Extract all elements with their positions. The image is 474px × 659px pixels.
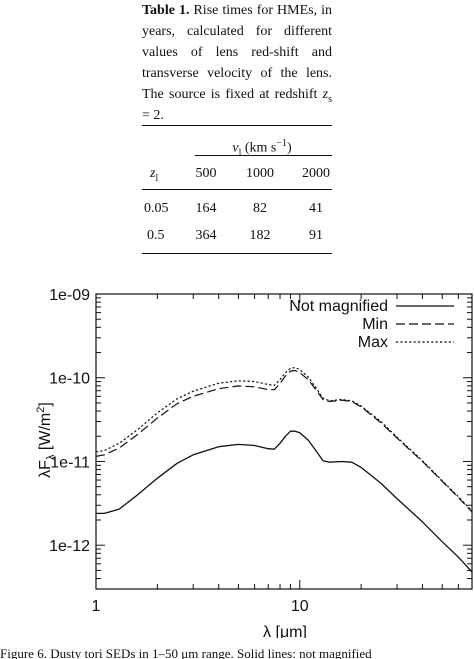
column-header-1000: 1000	[246, 166, 274, 181]
table-caption-text-end: = 2.	[142, 108, 164, 123]
velocity-symbol: v	[232, 140, 239, 156]
table-top-rule	[142, 125, 332, 127]
y-tick-label: 1e-12	[49, 538, 90, 555]
y-tick-label: 1e-09	[49, 287, 90, 304]
velocity-sub: l	[238, 147, 242, 159]
y-axis-label-main: λF	[37, 460, 54, 478]
x-tick-label: 10	[291, 598, 309, 615]
velocity-units-close: )	[286, 140, 292, 156]
table-caption-label: Table 1.	[142, 3, 190, 18]
x-tick-label: 1	[92, 598, 101, 615]
table-row-header: zl	[150, 166, 158, 187]
x-axis-label: λ [μm]	[263, 624, 307, 638]
legend-label: Not magnified	[289, 298, 388, 315]
table-cell-z: 0.5	[147, 228, 165, 243]
y-axis-label-units-exp: 2	[35, 407, 47, 413]
series-line-max	[95, 366, 473, 512]
column-header-2000: 2000	[302, 166, 330, 181]
table-cell: 41	[309, 201, 323, 216]
table-header-rule	[142, 189, 332, 190]
table-cell: 164	[195, 201, 217, 216]
table-caption-z: z	[322, 87, 329, 102]
table-cell: 91	[309, 228, 323, 243]
table-group-header: vl (km s−1)	[232, 136, 291, 161]
y-axis-label-sub: λ	[45, 454, 57, 460]
table-cell: 182	[249, 228, 271, 243]
table-cell: 364	[195, 228, 217, 243]
series-line-not-magnified	[96, 430, 473, 573]
y-tick-label: 1e-11	[50, 454, 90, 471]
table-bottom-rule	[142, 253, 332, 255]
figure-caption: Figure 6. Dusty tori SEDs in 1–50 μm ran…	[0, 646, 372, 659]
y-axis-label: λFλ [W/m2]	[35, 402, 57, 478]
legend-label: Max	[358, 334, 388, 351]
y-axis-label-units: [W/m	[37, 413, 54, 455]
table-caption-text: Rise times for HMEs, in years, calculate…	[142, 3, 332, 102]
table-caption: Table 1. Rise times for HMEs, in years, …	[142, 0, 332, 126]
redshift-sub: l	[155, 172, 159, 184]
table-caption-z-sub: s	[328, 93, 332, 105]
table-group-rule	[195, 155, 332, 156]
legend-label: Min	[362, 316, 388, 333]
column-header-500: 500	[195, 166, 217, 181]
velocity-units-exp: −1	[276, 138, 287, 149]
redshift-symbol: z	[150, 166, 156, 181]
velocity-units: (km s	[244, 140, 277, 156]
y-axis-label-units-close: ]	[37, 402, 54, 406]
y-tick-label: 1e-10	[49, 371, 90, 388]
table-cell: 82	[253, 201, 267, 216]
series-line-min	[95, 369, 473, 513]
plot-frame	[95, 293, 473, 590]
table-cell-z: 0.05	[144, 201, 169, 216]
sed-chart: 1e-12 1e-11 1e-10 1e-09 1 10 Not magnifiedMin…	[35, 287, 473, 638]
